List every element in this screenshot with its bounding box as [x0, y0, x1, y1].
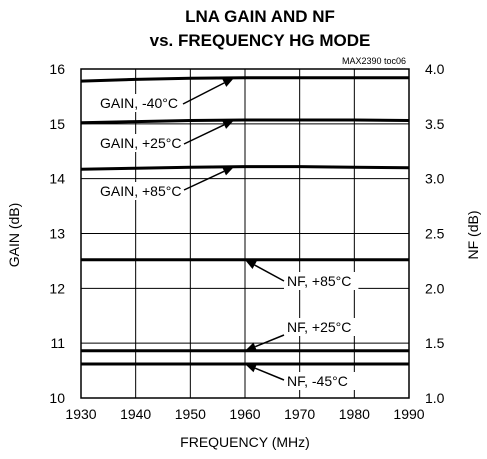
- x-tick-label: 1970: [284, 406, 315, 422]
- y-right-tick-label: 3.0: [425, 171, 445, 187]
- y-axis-right-label: NF (dB): [465, 211, 481, 260]
- annotation-label-background: [97, 182, 187, 200]
- y-left-tick-label: 14: [49, 171, 65, 187]
- annotation-leader-line: [254, 264, 285, 282]
- annotation-label: NF, +85°C: [287, 273, 351, 289]
- annotation-arrowhead: [222, 77, 235, 87]
- y-left-tick-label: 15: [49, 116, 65, 132]
- x-tick-label: 1940: [120, 406, 151, 422]
- annotation-label: GAIN, +25°C: [100, 135, 181, 151]
- annotation-arrowhead: [222, 166, 235, 176]
- series-line: [80, 76, 409, 83]
- y-left-tick-label: 10: [49, 390, 65, 406]
- annotation-label-background: [97, 94, 187, 112]
- y-right-tick-label: 1.5: [425, 335, 445, 351]
- y-right-tick-label: 2.0: [425, 280, 445, 296]
- annotation-arrowhead: [245, 259, 257, 269]
- annotation-arrowhead: [245, 342, 257, 351]
- annotation-label: NF, +25°C: [287, 319, 351, 335]
- y-left-tick-label: 16: [49, 61, 65, 77]
- y-right-tick-label: 2.5: [425, 226, 445, 242]
- annotation-label: NF, -45°C: [287, 373, 348, 389]
- annotation-arrowhead: [222, 120, 235, 129]
- chart-title-line2: vs. FREQUENCY HG MODE: [150, 31, 371, 50]
- annotation-label-background: [284, 272, 359, 290]
- annotation-label-background: [284, 318, 359, 336]
- x-tick-label: 1950: [175, 406, 206, 422]
- plot-frame: [80, 68, 410, 399]
- x-tick-label: 1960: [229, 406, 260, 422]
- y-axis-left-label: GAIN (dB): [6, 203, 22, 268]
- annotation-arrowhead: [245, 364, 257, 373]
- annotation-leader-line: [183, 170, 225, 191]
- y-right-tick-label: 1.0: [425, 390, 445, 406]
- annotation-leader-line: [254, 334, 285, 348]
- annotation-leader-line: [183, 124, 225, 145]
- y-left-tick-label: 12: [49, 280, 65, 296]
- series-line: [80, 118, 410, 125]
- x-axis-label: FREQUENCY (MHz): [180, 434, 310, 450]
- annotation-label: GAIN, -40°C: [100, 95, 178, 111]
- x-tick-label: 1980: [339, 406, 370, 422]
- y-left-tick-label: 13: [49, 226, 65, 242]
- annotation-leader-line: [182, 82, 225, 105]
- annotation-label: GAIN, +85°C: [100, 183, 181, 199]
- x-tick-label: 1930: [65, 406, 96, 422]
- plot-area: 1930 1940 1950 1960 1970 1980 1990 10 11 12 13 14 15…: [49, 61, 444, 422]
- annotation-label-background: [284, 372, 359, 390]
- y-left-tick-label: 11: [50, 335, 65, 351]
- chart-title-line1: LNA GAIN AND NF: [185, 7, 335, 26]
- y-right-tick-label: 4.0: [425, 61, 445, 77]
- y-right-tick-label: 3.5: [425, 116, 445, 132]
- x-tick-label: 1990: [393, 406, 424, 422]
- series-line: [80, 165, 410, 171]
- annotation-label-background: [97, 134, 187, 152]
- chart-tag: MAX2390 toc06: [342, 56, 406, 66]
- annotation-leader-line: [254, 367, 285, 381]
